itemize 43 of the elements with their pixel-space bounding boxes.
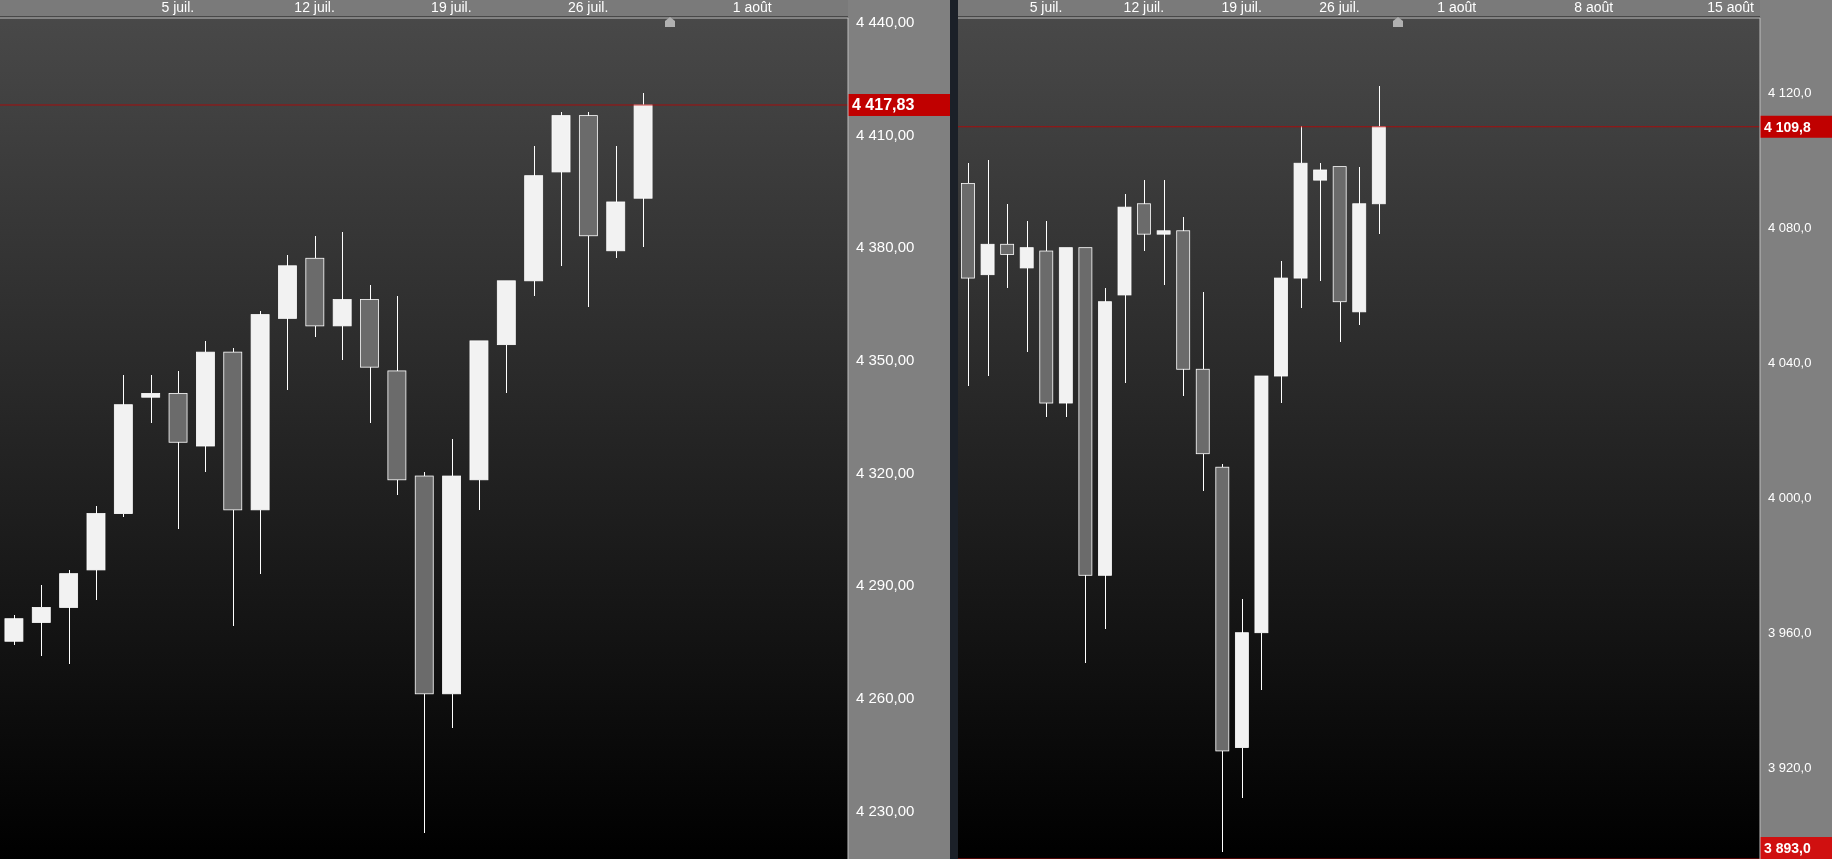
y-tick-label: 4 000,0 — [1768, 490, 1812, 506]
x-tick-label: 5 juil. — [161, 0, 195, 15]
x-tick-label: 12 juil. — [1123, 0, 1165, 15]
x-tick-label: 5 juil. — [1029, 0, 1063, 15]
candlestick — [1019, 220, 1034, 353]
y-tick-label: 4 440,00 — [856, 13, 915, 31]
candlestick — [332, 231, 352, 361]
y-tick-label: 4 260,00 — [856, 688, 915, 706]
y-tick-label: 4 350,00 — [856, 350, 915, 368]
y-tick-label: 4 120,0 — [1768, 84, 1812, 100]
y-tick-label: 3 920,0 — [1768, 760, 1812, 776]
y-tick-label: 4 080,0 — [1768, 220, 1812, 236]
ref-line-label: 4 417,83 — [852, 95, 915, 113]
y-tick-label: 4 290,00 — [856, 576, 915, 594]
ref-line-label: 3 893,0 — [1764, 840, 1811, 856]
x-tick-label: 26 juil. — [567, 0, 609, 15]
x-tick-label: 1 août — [732, 0, 772, 15]
candlestick — [31, 584, 51, 657]
x-tick-label: 1 août — [1437, 0, 1477, 15]
y-tick-label: 4 040,0 — [1768, 355, 1812, 371]
candlestick — [442, 437, 461, 729]
candlestick — [1371, 84, 1386, 235]
candlestick — [168, 370, 188, 530]
x-tick-label: 19 juil. — [1221, 0, 1262, 15]
x-tick-label: 15 août — [1707, 0, 1755, 15]
y-tick-label: 4 410,00 — [856, 125, 915, 143]
ref-line-label: 4 109,8 — [1764, 118, 1811, 135]
x-tick-label: 26 juil. — [1319, 0, 1360, 15]
candlestick — [141, 374, 161, 425]
candlestick — [1000, 203, 1015, 289]
candlestick — [1195, 290, 1210, 492]
y-tick-label: 3 960,0 — [1768, 625, 1812, 641]
x-tick-label: 12 juil. — [294, 0, 335, 15]
candlestick — [1156, 179, 1171, 286]
y-tick-label: 4 320,00 — [856, 463, 915, 481]
x-tick-label: 8 août — [1574, 0, 1614, 15]
candlestick — [1234, 598, 1249, 799]
candlestick — [980, 159, 995, 377]
y-tick-label: 4 380,00 — [856, 238, 915, 256]
candlestick — [961, 162, 975, 387]
y-tick-label: 4 230,00 — [856, 801, 915, 819]
x-tick-label: 19 juil. — [431, 0, 472, 15]
candlestick — [1293, 125, 1308, 310]
